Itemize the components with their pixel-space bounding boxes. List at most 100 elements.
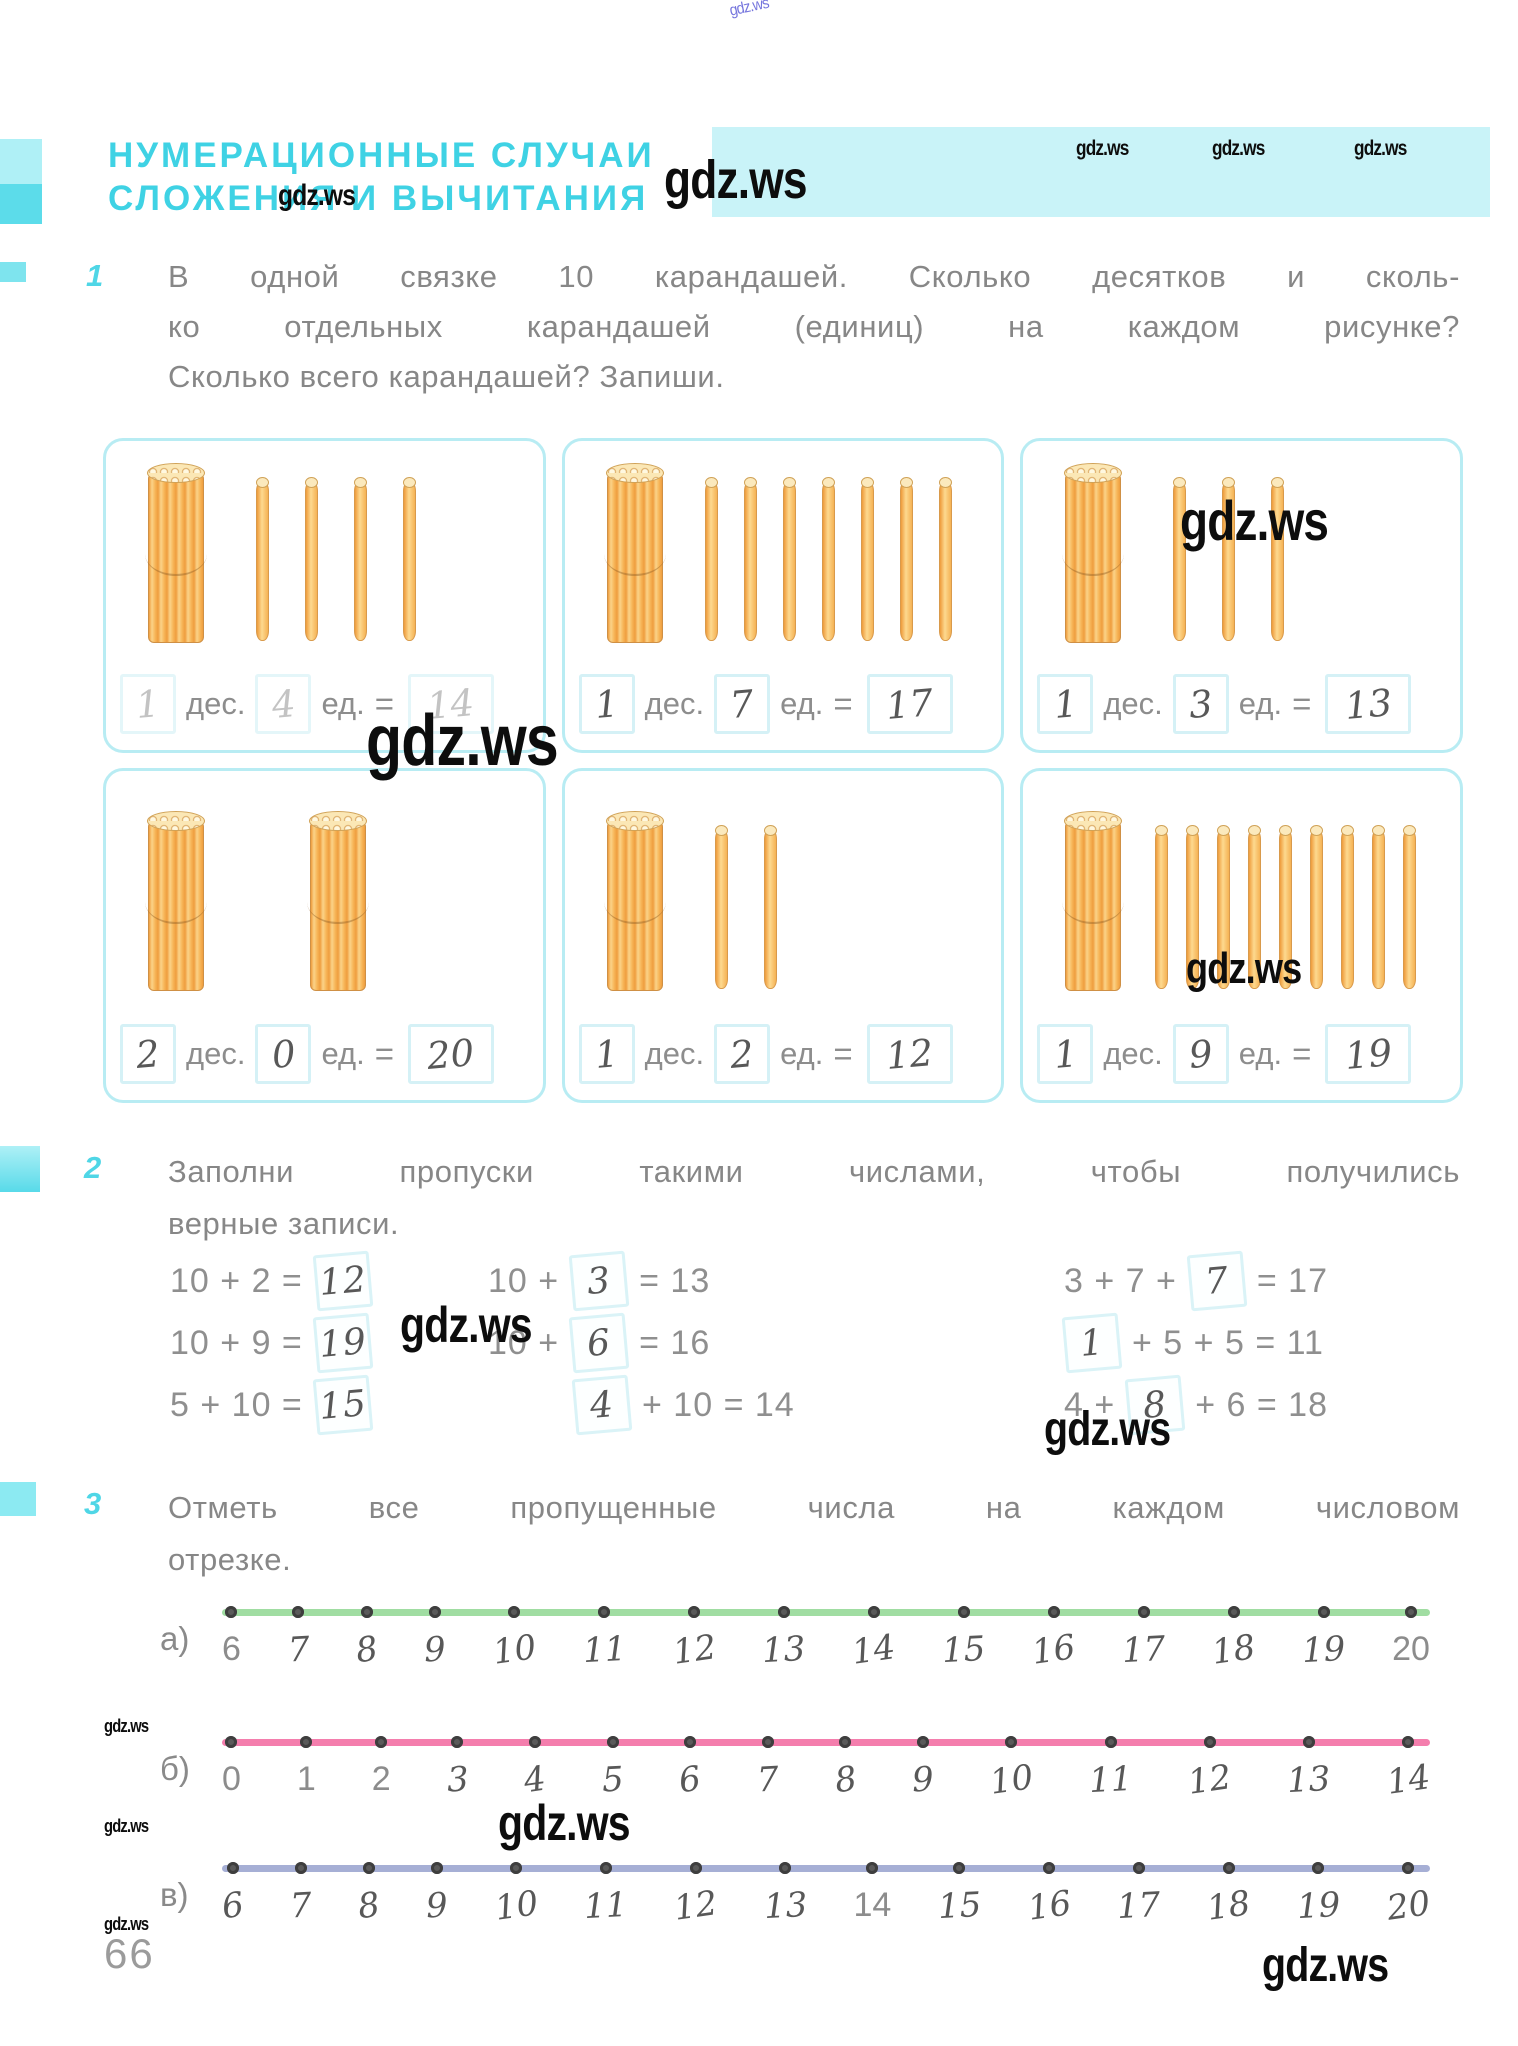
tick-number-handwritten: 3 <box>445 1759 470 1801</box>
tick-number-handwritten: 15 <box>936 1884 983 1928</box>
handwritten-answer: 3 <box>568 1250 630 1312</box>
number-line-label: в) <box>160 1876 189 1913</box>
tick-number-printed: 14 <box>853 1886 892 1924</box>
number-line-tick: 2 <box>372 1734 391 1800</box>
number-line-tick: 1 <box>297 1734 316 1800</box>
pencil-single <box>1310 825 1324 989</box>
tick-number-handwritten: 13 <box>761 1628 807 1672</box>
tick-dot <box>957 1606 970 1618</box>
number-line-bar <box>222 1609 1430 1616</box>
tick-dot <box>839 1736 852 1748</box>
number-line-tick: 16 <box>1030 1604 1078 1673</box>
total-answer-box: 13 <box>1325 674 1412 734</box>
tick-number-handwritten: 12 <box>1185 1757 1235 1803</box>
units-value: 2 <box>728 1031 756 1077</box>
tens-value: 1 <box>593 1031 621 1077</box>
tick-number-handwritten: 8 <box>353 1628 381 1672</box>
pencil-box: 2 дес. 0 ед. = 20 <box>103 768 546 1103</box>
page-title-line1: НУМЕРАЦИОННЫЕ СЛУЧАИ <box>108 136 655 175</box>
tick-dot <box>1317 1606 1330 1618</box>
tick-dot <box>225 1736 238 1748</box>
task1-text-line: Сколько всего карандашей? Запиши. <box>168 359 725 394</box>
tick-number-handwritten: 6 <box>219 1884 247 1928</box>
pencil-single <box>354 477 367 641</box>
number-line-v: в) 6 7 8 9 10 11 12 13 14 15 16 17 18 19 20 <box>138 1852 1432 1929</box>
equation-text: 10 + <box>488 1261 560 1300</box>
units-label: ед. <box>1238 1036 1283 1071</box>
pencil-boxes-row1: 1 дес. 4 ед. = 14 1 дес. 7 ед. = 17 1 дес. 3 ед. = 13 <box>103 438 1464 753</box>
number-line-tick: 14 <box>849 1604 899 1673</box>
watermark: gdz.ws <box>1186 944 1302 993</box>
number-line-tick: 13 <box>762 1860 809 1928</box>
task1-text: В одной связке 10 карандашей. Сколько де… <box>168 252 1460 402</box>
tick-dot <box>1137 1606 1150 1618</box>
tick-dot <box>1402 1862 1415 1874</box>
handwritten-answer: 19 <box>312 1312 374 1374</box>
tick-dot <box>508 1606 521 1618</box>
task1-text-line: ко отдельных карандашей (единиц) на кажд… <box>168 309 1460 344</box>
number-line: 6 7 8 9 10 11 12 13 14 15 16 17 18 19 20 <box>222 1596 1430 1673</box>
tick-dot <box>761 1736 774 1748</box>
watermark: gdz.ws <box>104 1816 149 1836</box>
number-line-label: б) <box>160 1750 190 1787</box>
watermark: gdz.ws <box>104 1914 149 1934</box>
equation-text: + 6 = 18 <box>1195 1385 1328 1424</box>
tens-answer-box: 2 <box>120 1024 176 1084</box>
units-value: 7 <box>728 681 756 727</box>
tick-number-handwritten: 9 <box>423 1629 447 1671</box>
number-line-tick: 5 <box>601 1734 624 1801</box>
tick-dot <box>868 1606 881 1618</box>
number-line-tick: 13 <box>1286 1734 1332 1801</box>
task2-text-line: Заполни пропуски такими числами, чтобы п… <box>168 1154 1460 1189</box>
task1-number: 1 <box>86 258 104 293</box>
number-line-tick: 7 <box>755 1734 780 1801</box>
number-line-tick: 6 <box>222 1604 241 1670</box>
pencil-bundle <box>145 463 207 643</box>
tick-number-handwritten: 7 <box>755 1759 780 1801</box>
handwritten-answer: 6 <box>568 1312 630 1374</box>
equation: 10 + 9 = 19 <box>170 1312 488 1374</box>
tick-number-handwritten: 14 <box>849 1627 899 1673</box>
number-line-label: а) <box>160 1620 190 1657</box>
equals-sign: = <box>1292 1035 1312 1072</box>
equation: 10 + 2 = 12 <box>170 1250 488 1312</box>
number-line-tick: 6 <box>677 1734 704 1801</box>
tick-number-handwritten: 13 <box>762 1884 809 1928</box>
watermark: gdz.ws <box>1044 1403 1171 1456</box>
total-value: 13 <box>1343 680 1394 728</box>
pencil-single <box>782 477 796 641</box>
number-line-tick: 9 <box>911 1734 935 1801</box>
pencil-single <box>1186 825 1200 989</box>
handwritten-answer: 12 <box>312 1250 374 1312</box>
equation-text: = 16 <box>639 1323 711 1362</box>
answer-line: 1 дес. 4 ед. = 14 <box>120 674 533 734</box>
tick-number-handwritten: 9 <box>425 1885 450 1927</box>
number-line-tick: 15 <box>936 1860 983 1928</box>
number-line-tick: 12 <box>1185 1734 1235 1803</box>
cyan-margin-dash <box>0 262 26 282</box>
tick-dot <box>429 1606 442 1618</box>
pencil-single <box>1248 825 1262 989</box>
tick-number-handwritten: 14 <box>1384 1757 1433 1803</box>
handwritten-answer: 4 <box>571 1374 633 1436</box>
tick-dot <box>375 1736 388 1748</box>
page-title-line2: СЛОЖЕНИЯ И ВЫЧИТАНИЯ <box>108 179 649 218</box>
pencil-single <box>1155 825 1169 989</box>
number-line-tick: 10 <box>490 1604 538 1673</box>
number-line-tick: 7 <box>289 1860 313 1927</box>
pencil-single <box>704 477 718 641</box>
pencil-single <box>899 477 913 641</box>
tick-number-printed: 2 <box>371 1760 391 1798</box>
tick-dot <box>431 1862 444 1874</box>
tick-dot <box>1222 1862 1235 1874</box>
number-line-tick: 14 <box>1384 1734 1433 1803</box>
watermark: gdz.ws <box>498 1795 631 1851</box>
number-line-tick: 15 <box>941 1604 987 1671</box>
tick-dot <box>684 1736 697 1748</box>
tens-value: 1 <box>1051 681 1079 727</box>
pencil-bundle <box>145 811 207 991</box>
number-line-tick: 8 <box>832 1734 859 1801</box>
number-line-tick: 7 <box>287 1604 310 1671</box>
tick-dot <box>778 1606 791 1618</box>
